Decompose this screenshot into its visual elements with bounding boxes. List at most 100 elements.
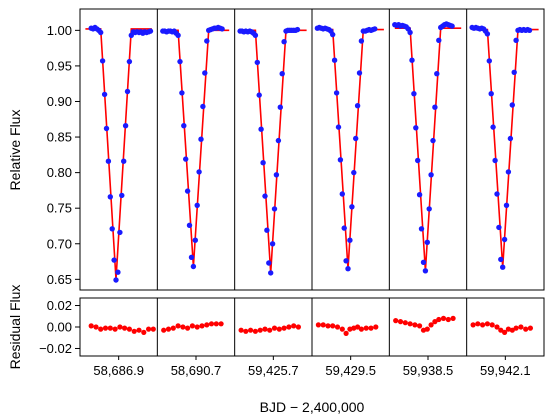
flux-data-point bbox=[343, 258, 349, 264]
residual-point bbox=[122, 325, 128, 331]
flux-data-point bbox=[260, 160, 266, 166]
y-tick-label: 0.75 bbox=[47, 201, 72, 216]
flux-data-point bbox=[117, 229, 123, 236]
residual-point bbox=[150, 326, 156, 332]
flux-data-point bbox=[449, 23, 455, 29]
flux-data-point bbox=[111, 257, 117, 263]
residual-point bbox=[243, 328, 249, 334]
relative-flux-plot-area bbox=[85, 9, 539, 290]
residual-point bbox=[136, 327, 142, 333]
model-curve bbox=[240, 29, 307, 273]
residual-point bbox=[175, 323, 181, 329]
flux-data-point bbox=[121, 158, 127, 164]
residual-point bbox=[189, 323, 195, 329]
residual-point bbox=[450, 315, 456, 321]
residual-point bbox=[276, 326, 282, 332]
residual-point bbox=[368, 325, 374, 331]
residual-point bbox=[117, 324, 123, 330]
flux-data-point bbox=[333, 90, 340, 96]
residual-point bbox=[358, 326, 364, 332]
flux-data-point bbox=[354, 103, 361, 109]
flux-data-point bbox=[194, 202, 200, 208]
residual-point bbox=[428, 322, 434, 328]
model-curve bbox=[85, 28, 152, 280]
flux-data-point bbox=[192, 237, 198, 243]
residual-point bbox=[291, 323, 297, 329]
flux-data-point bbox=[256, 92, 262, 98]
flux-data-point bbox=[341, 225, 347, 231]
residual-flux-y-axis: 0.02 0.00 −0.02 bbox=[39, 298, 80, 356]
flux-data-point bbox=[275, 137, 282, 144]
residual-point bbox=[424, 326, 430, 332]
flux-data-point bbox=[122, 123, 129, 129]
flux-data-point bbox=[424, 239, 430, 245]
flux-data-point bbox=[345, 266, 351, 272]
flux-data-point bbox=[353, 135, 359, 142]
flux-data-point bbox=[513, 37, 519, 43]
residual-point bbox=[146, 326, 152, 332]
y-axis-label-relative-flux: Relative Flux bbox=[7, 110, 23, 191]
y-tick-label: 1.00 bbox=[47, 23, 72, 38]
flux-data-point bbox=[98, 29, 104, 36]
flux-data-point bbox=[177, 58, 183, 65]
model-curve bbox=[394, 27, 462, 271]
residual-point bbox=[494, 324, 500, 330]
flux-data-point bbox=[358, 38, 365, 44]
residual-point bbox=[112, 326, 118, 332]
x-tick-label: 58,690.7 bbox=[171, 363, 222, 378]
relative-flux-y-axis: 1.00 0.95 0.90 0.85 0.80 0.75 0.70 0.65 bbox=[47, 23, 80, 287]
flux-data-point bbox=[184, 188, 191, 194]
residual-point bbox=[320, 322, 326, 328]
residual-point bbox=[373, 324, 379, 330]
flux-data-point bbox=[501, 236, 508, 243]
flux-data-point bbox=[254, 59, 260, 66]
residual-point bbox=[267, 327, 273, 333]
residual-point bbox=[131, 328, 137, 334]
flux-data-point bbox=[488, 91, 494, 97]
x-tick-label: 59,425.7 bbox=[248, 363, 299, 378]
flux-data-point bbox=[188, 254, 195, 260]
residual-point bbox=[513, 325, 519, 331]
flux-data-point bbox=[500, 264, 506, 270]
residual-point bbox=[325, 323, 331, 329]
residual-point bbox=[339, 326, 345, 332]
flux-data-point bbox=[430, 137, 436, 144]
flux-data-point bbox=[115, 269, 121, 275]
y-tick-label: −0.02 bbox=[39, 341, 72, 356]
flux-data-point bbox=[204, 38, 210, 44]
x-tick-label: 59,429.5 bbox=[325, 363, 376, 378]
flux-data-point bbox=[190, 263, 197, 270]
flux-data-point bbox=[269, 241, 276, 247]
flux-data-point bbox=[202, 70, 208, 76]
flux-data-point bbox=[107, 194, 114, 200]
y-tick-label: 0.65 bbox=[47, 272, 72, 287]
flux-data-point bbox=[124, 88, 131, 95]
residual-point bbox=[343, 330, 349, 336]
flux-data-point bbox=[264, 227, 270, 233]
x-tick-label: 59,942.1 bbox=[480, 363, 531, 378]
residual-point bbox=[98, 326, 104, 332]
flux-data-point bbox=[279, 71, 285, 77]
flux-data-point bbox=[409, 57, 415, 63]
residual-point bbox=[330, 323, 336, 329]
flux-data-point bbox=[268, 270, 274, 276]
flux-data-point bbox=[486, 58, 492, 64]
residual-point bbox=[102, 325, 109, 331]
flux-data-point bbox=[494, 191, 500, 197]
residual-point bbox=[417, 323, 423, 329]
residual-point bbox=[252, 328, 258, 334]
flux-data-point bbox=[262, 193, 268, 199]
flux-data-point bbox=[413, 125, 419, 131]
residual-point bbox=[363, 325, 369, 331]
flux-data-point bbox=[147, 28, 154, 34]
flux-data-point bbox=[281, 39, 287, 45]
y-tick-label: 0.95 bbox=[47, 58, 72, 73]
residual-point bbox=[505, 326, 511, 332]
flux-data-point bbox=[349, 204, 355, 210]
flux-data-point bbox=[415, 157, 421, 164]
residual-point bbox=[509, 327, 515, 333]
y-tick-label: 0.02 bbox=[47, 298, 72, 313]
flux-data-point bbox=[356, 70, 363, 76]
flux-data-point bbox=[436, 37, 442, 43]
flux-data-point bbox=[119, 192, 125, 199]
